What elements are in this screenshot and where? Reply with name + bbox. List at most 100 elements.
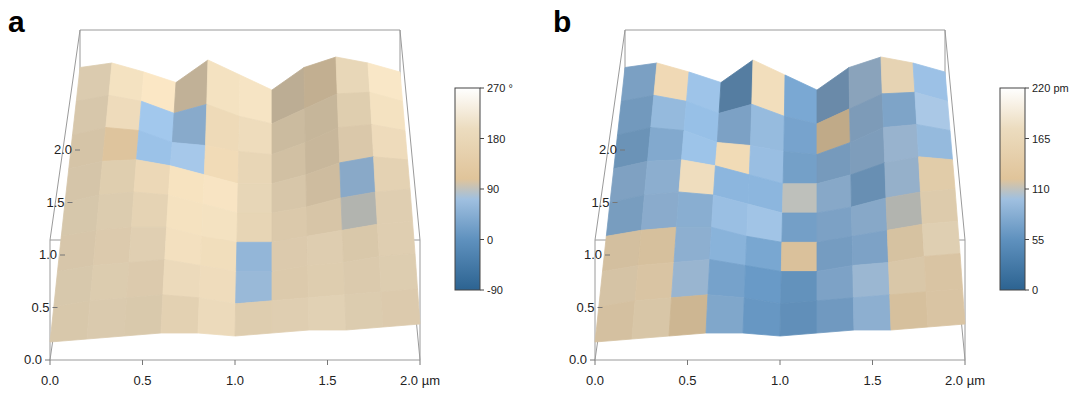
- surface-cell: [926, 289, 965, 327]
- colorbar-tick: [480, 88, 484, 89]
- surface-cell: [100, 160, 137, 195]
- colorbar-tick-label: 0: [1032, 284, 1038, 296]
- figure: 0.00.51.01.52.0 µm0.00.51.01.52.0a270 °1…: [0, 0, 1089, 412]
- surface-cell: [784, 75, 817, 124]
- surface-cell: [61, 195, 99, 236]
- panel: 0.00.51.01.52.0 µm0.00.51.01.52.0a270 °1…: [8, 5, 513, 388]
- surface-cell: [780, 301, 817, 336]
- x-tick-label: 0.0: [41, 373, 59, 388]
- colorbar-tick: [1025, 88, 1029, 89]
- surface-cell: [376, 189, 413, 224]
- surface-cell: [887, 224, 924, 262]
- x-tick-label: 2.0 µm: [400, 373, 440, 388]
- surface-cell: [889, 257, 927, 295]
- colorbar-tick: [480, 290, 484, 291]
- y-tick: [75, 150, 80, 151]
- surface-cell: [751, 104, 785, 151]
- surface-cell: [377, 221, 415, 256]
- surface-cell: [674, 227, 712, 262]
- colorbar-tick: [1025, 189, 1029, 190]
- surface-cell: [710, 227, 747, 265]
- surface-cell: [783, 152, 817, 184]
- surface-cell: [924, 254, 962, 292]
- y-tick: [53, 307, 58, 308]
- x-tick: [687, 360, 688, 365]
- x-tick-label: 0.5: [133, 373, 151, 388]
- surface-cell: [645, 160, 682, 195]
- y-tick-label: 2.0: [599, 142, 617, 157]
- y-tick-label: 2.0: [54, 142, 72, 157]
- surface-cell: [165, 227, 202, 265]
- y-tick-label: 1.0: [584, 247, 602, 262]
- surface-cell: [272, 175, 307, 213]
- surface-cell: [654, 63, 689, 101]
- surface-cell: [884, 125, 919, 163]
- colorbar-tick-label: 55: [1032, 234, 1044, 246]
- x-tick: [872, 360, 873, 365]
- surface-cell: [239, 116, 272, 154]
- y-tick-label: 0.0: [24, 352, 42, 367]
- surface-cell: [235, 301, 272, 336]
- surface-cell: [782, 213, 817, 242]
- box-frame: [595, 30, 965, 360]
- surface-cell: [886, 192, 922, 230]
- surface-cell: [882, 92, 917, 127]
- surface-cell: [342, 224, 379, 262]
- surface-cell: [134, 160, 170, 195]
- surface-cell: [127, 260, 165, 298]
- surface-cell: [54, 266, 94, 307]
- x-tick-label: 2.0 µm: [945, 373, 985, 388]
- surface-cell: [853, 263, 890, 298]
- colorbar-tick: [1025, 138, 1029, 139]
- y-tick-label: 0.5: [31, 300, 49, 315]
- surface-cell: [344, 257, 382, 295]
- surface-cell: [603, 230, 642, 271]
- surface-cell: [817, 266, 853, 301]
- surface-cell: [238, 152, 272, 184]
- surface-cell: [641, 192, 679, 230]
- y-tick-label: 1.5: [591, 195, 609, 210]
- surface-cell: [817, 298, 854, 333]
- surface-cell: [885, 157, 921, 198]
- y-tick-label: 1.5: [46, 195, 64, 210]
- surface-cell: [340, 157, 376, 198]
- y-tick: [68, 202, 73, 203]
- box-top: [595, 30, 965, 240]
- surface-cell: [238, 184, 273, 213]
- surface-cell: [124, 295, 163, 336]
- surface-cell: [853, 295, 891, 330]
- surface-cell: [87, 298, 127, 339]
- surface-cell: [917, 125, 953, 160]
- colorbar-tick-label: 0: [487, 234, 493, 246]
- surface-cell: [202, 204, 238, 242]
- surface-cell: [239, 75, 272, 124]
- panel: 0.00.51.01.52.0 µm0.00.51.01.52.0b220 pm…: [553, 5, 1069, 388]
- surface-cell: [747, 204, 783, 242]
- surface-cell: [708, 260, 746, 298]
- surface-cell: [109, 63, 144, 101]
- surface-cell: [307, 198, 343, 236]
- x-tick-label: 0.5: [678, 373, 696, 388]
- surface-cell: [163, 260, 201, 298]
- surface-cell: [632, 298, 672, 339]
- y-tick-label: 0.5: [576, 300, 594, 315]
- surface-cell: [93, 227, 131, 265]
- surface-cell: [236, 272, 272, 304]
- surface-cell: [337, 92, 372, 127]
- box-edge: [420, 240, 421, 360]
- surface-cell: [852, 198, 888, 236]
- x-tick-label: 1.0: [771, 373, 789, 388]
- x-tick: [50, 360, 51, 365]
- colorbar-tick-label: 270 °: [487, 82, 513, 94]
- surface-cell: [919, 157, 955, 192]
- surface-cell: [272, 298, 309, 333]
- surface-cell: [677, 192, 714, 227]
- surface-cell: [817, 175, 852, 213]
- colorbar: [455, 88, 480, 290]
- surface-cell: [744, 266, 781, 304]
- surface-cell: [669, 295, 708, 336]
- x-tick: [142, 360, 143, 365]
- surface-cell: [58, 230, 97, 271]
- colorbar-tick-label: 165: [1032, 133, 1050, 145]
- surface-cell: [881, 57, 915, 94]
